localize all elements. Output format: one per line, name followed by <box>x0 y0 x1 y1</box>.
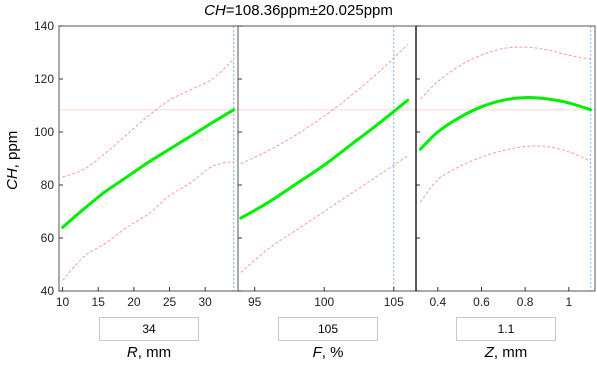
x-tick-label-r: 25 <box>163 295 177 309</box>
x-axis-variable-r: R <box>126 344 138 361</box>
lower-bound-r <box>62 160 234 281</box>
prediction-line-f <box>239 98 410 220</box>
x-axis-variable-f: F <box>312 344 322 361</box>
y-axis-variable: CH <box>4 168 21 190</box>
prediction-line-r <box>61 108 236 229</box>
y-axis-unit: , ppm <box>4 130 21 169</box>
panel-frame-r <box>58 25 239 292</box>
x-tick-label-r: 20 <box>127 295 141 309</box>
title-variable: CH <box>204 2 226 19</box>
y-tick-label: 140 <box>34 19 54 33</box>
value-box-f[interactable]: 105 <box>278 317 378 341</box>
x-tick-label-z: 0.4 <box>429 295 446 309</box>
upper-bound-z <box>420 46 591 100</box>
y-tick-label: 80 <box>41 178 55 192</box>
x-tick-label-f: 100 <box>314 295 334 309</box>
x-axis-unit-r: , mm <box>137 344 172 361</box>
x-tick-label-z: 0.6 <box>473 295 490 309</box>
lower-bound-z <box>420 145 591 203</box>
upper-bound-f <box>240 44 409 165</box>
x-tick-label-f: 95 <box>248 295 262 309</box>
y-tick-label: 100 <box>34 125 54 139</box>
y-tick-label: 40 <box>41 284 55 298</box>
x-axis-label-f: F, % <box>278 344 378 361</box>
y-tick-label: 60 <box>41 231 55 245</box>
lower-bound-f <box>240 155 408 273</box>
upper-bound-r <box>62 58 235 178</box>
x-axis-label-r: R, mm <box>99 344 199 361</box>
chart-title: CH=108.36ppm±20.025ppm <box>0 2 597 19</box>
x-tick-label-r: 10 <box>56 295 70 309</box>
value-box-z[interactable]: 1.1 <box>456 317 556 341</box>
title-value: =108.36ppm±20.025ppm <box>225 2 393 19</box>
x-axis-unit-f: , % <box>321 344 344 361</box>
x-tick-label-f: 105 <box>384 295 404 309</box>
x-tick-label-r: 15 <box>92 295 106 309</box>
x-axis-variable-z: Z <box>484 344 494 361</box>
panel-frame-z <box>415 25 596 292</box>
x-tick-label-z: 1 <box>565 295 572 309</box>
x-axis-label-z: Z, mm <box>456 344 556 361</box>
x-axis-unit-z: , mm <box>493 344 528 361</box>
y-tick-label: 120 <box>34 72 54 86</box>
y-axis-label: CH, ppm <box>4 120 22 190</box>
x-tick-label-r: 30 <box>199 295 213 309</box>
x-tick-label-z: 0.8 <box>517 295 534 309</box>
value-box-r[interactable]: 34 <box>99 317 199 341</box>
prediction-line-z <box>418 96 593 151</box>
